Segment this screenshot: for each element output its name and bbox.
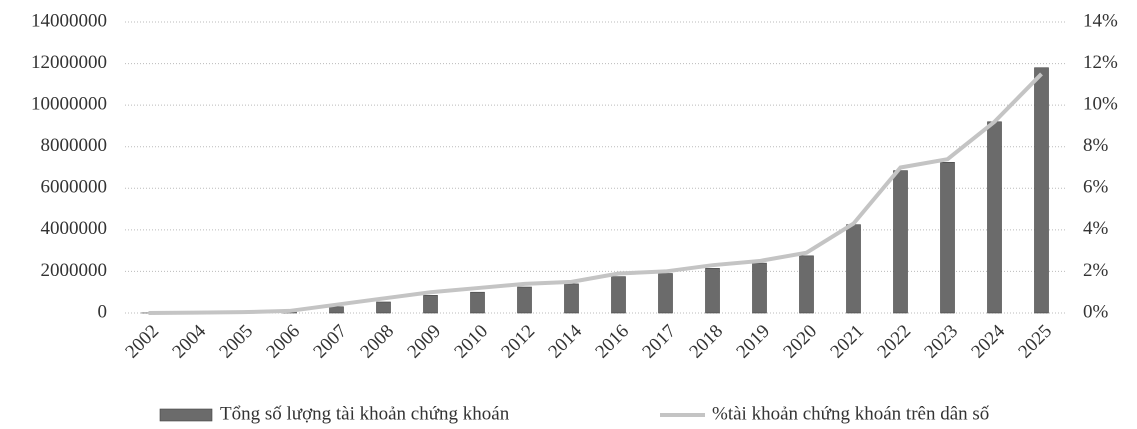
y-tick-label: 2000000: [41, 260, 108, 281]
y-tick-label: 10000000: [31, 94, 107, 115]
y2-tick-label: 0%: [1083, 301, 1109, 322]
bar: [564, 283, 579, 314]
y2-tick-label: 4%: [1083, 218, 1109, 239]
bar: [423, 295, 438, 314]
x-tick-label: 2019: [732, 321, 774, 363]
bar: [658, 273, 673, 314]
line: [148, 72, 1043, 315]
y2-tick-label: 6%: [1083, 177, 1109, 198]
y-tick-label: 0: [98, 301, 108, 322]
x-tick-label: 2008: [356, 321, 398, 363]
x-tick-label: 2005: [215, 321, 257, 363]
x-tick-label: 2006: [262, 321, 304, 363]
x-tick-label: 2004: [168, 320, 210, 362]
x-tick-label: 2018: [685, 321, 727, 363]
x-tick-label: 2020: [779, 321, 821, 363]
x-tick-label: 2025: [1014, 321, 1056, 363]
bar: [752, 262, 767, 314]
bar: [470, 291, 485, 314]
bar: [705, 268, 720, 314]
y2-tick-label: 2%: [1083, 260, 1109, 281]
x-tick-label: 2023: [920, 321, 962, 363]
y2-tick-label: 14%: [1083, 10, 1118, 31]
x-tick-label: 2014: [544, 320, 586, 362]
x-tick-label: 2024: [967, 320, 1009, 362]
legend-swatch: [159, 408, 213, 422]
bar: [611, 276, 626, 314]
bar: [1034, 67, 1049, 314]
x-tick-label: 2021: [826, 321, 868, 363]
x-tick-label: 2007: [309, 321, 351, 363]
x-tick-label: 2010: [450, 321, 492, 363]
bar: [846, 224, 861, 314]
y2-tick-label: 12%: [1083, 52, 1118, 73]
y2-tick-label: 8%: [1083, 135, 1109, 156]
legend-label: %tài khoản chứng khoán trên dân số: [712, 403, 990, 424]
legend-label: Tổng số lượng tài khoản chứng khoán: [220, 403, 510, 424]
x-tick-label: 2009: [403, 321, 445, 363]
bar: [376, 301, 391, 314]
y-tick-label: 6000000: [41, 177, 108, 198]
y-tick-label: 4000000: [41, 218, 108, 239]
bar: [799, 255, 814, 314]
bar: [893, 170, 908, 314]
x-tick-label: 2012: [497, 321, 539, 363]
y2-tick-label: 10%: [1083, 94, 1118, 115]
bar: [940, 162, 955, 314]
x-tick-label: 2002: [121, 321, 163, 363]
x-tick-label: 2017: [638, 321, 680, 363]
bar: [517, 286, 532, 314]
bar: [987, 121, 1002, 314]
y-tick-label: 12000000: [31, 52, 107, 73]
y-tick-label: 14000000: [31, 10, 107, 31]
x-tick-label: 2016: [591, 321, 633, 363]
x-tick-label: 2022: [873, 321, 915, 363]
bar: [329, 306, 344, 314]
y-tick-label: 8000000: [41, 135, 108, 156]
